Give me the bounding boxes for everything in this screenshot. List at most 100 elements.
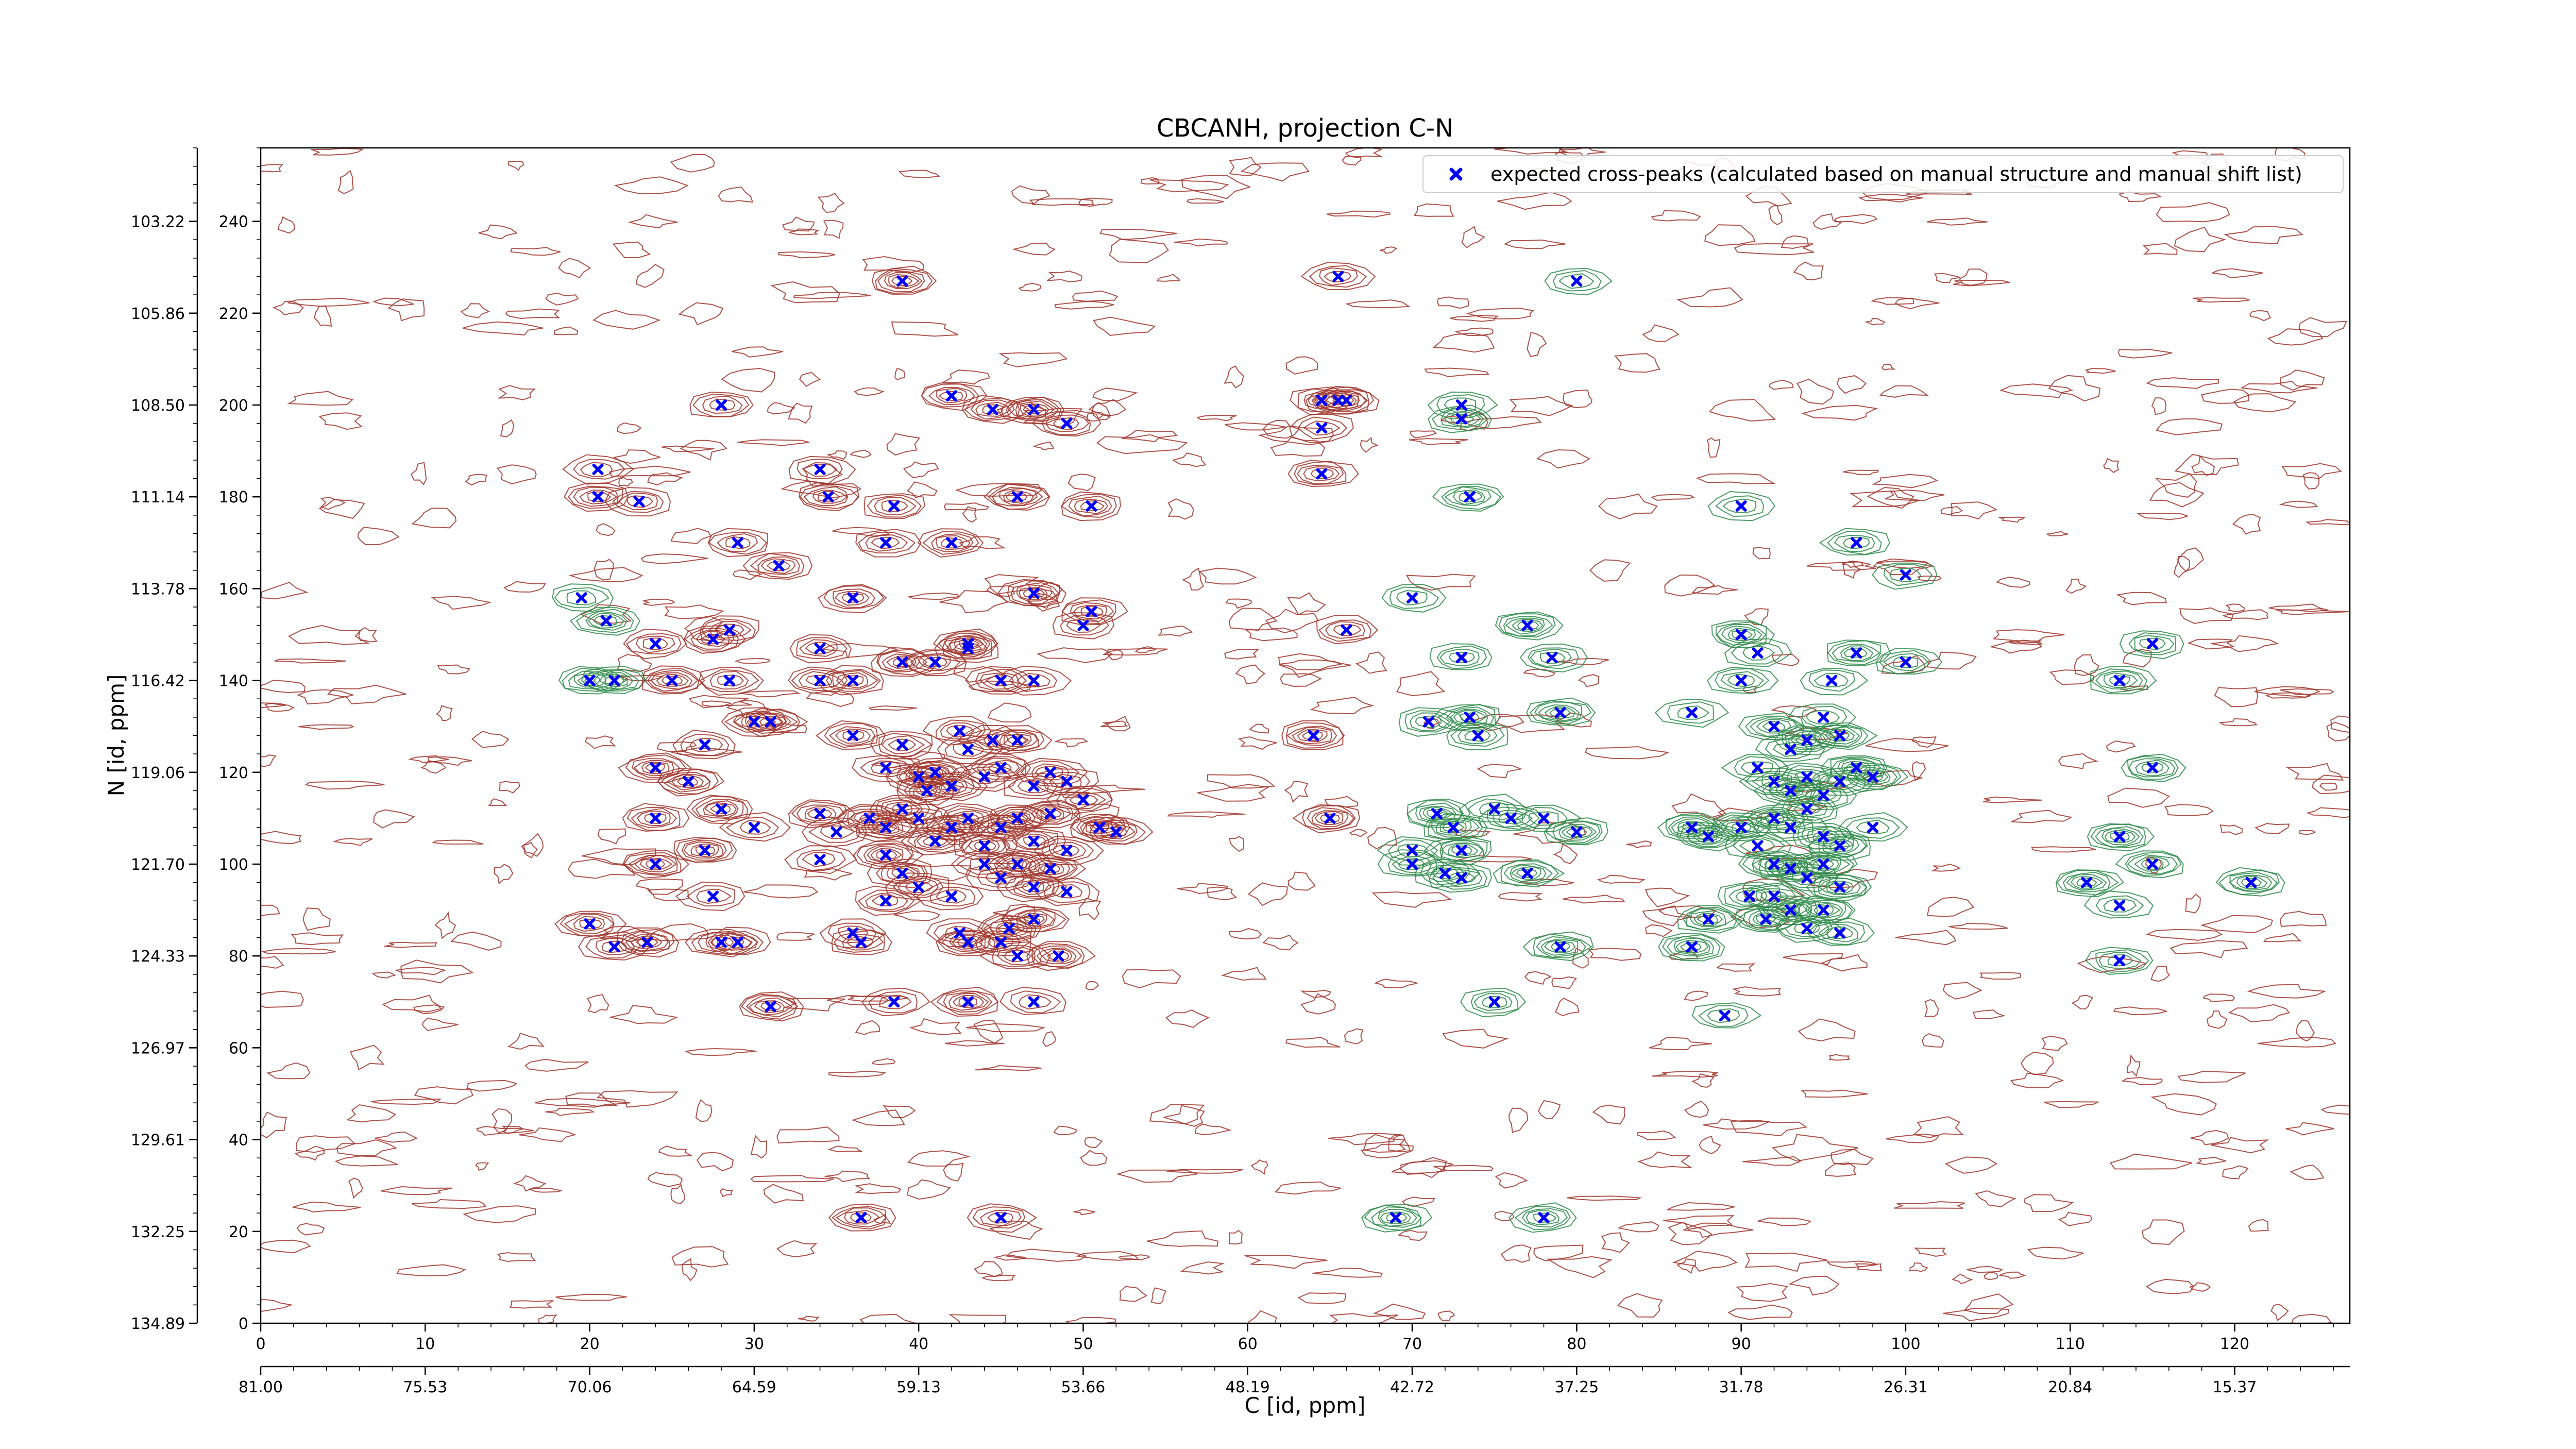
contour-line (1229, 836, 1245, 852)
contour-line (553, 326, 579, 335)
contour-line (987, 936, 1014, 949)
contour-line (1998, 1271, 2027, 1279)
contour-line (1827, 530, 1882, 555)
contour-line (1174, 238, 1229, 247)
cross-peak-marker (1316, 422, 1328, 434)
contour-line (1053, 1125, 1078, 1135)
contour-line (2085, 947, 2154, 975)
contour-line (1470, 990, 1519, 1014)
contour-line (1732, 986, 1781, 997)
contour-line (1533, 933, 1592, 959)
contour-line (1727, 673, 1755, 687)
contour-line (828, 726, 876, 746)
contour-line (796, 459, 843, 479)
contour-line (1963, 1293, 2014, 1315)
contour-line (2145, 929, 2223, 941)
contour-line (1651, 210, 1701, 222)
contour-line (984, 574, 1040, 595)
contour-line (1730, 1119, 1808, 1137)
contour-line (1007, 775, 1058, 797)
contour-line (1524, 971, 1552, 985)
contour-line (1733, 834, 1786, 857)
contour-line (1585, 746, 1670, 760)
contour-line (1023, 803, 1074, 825)
contour-line (371, 971, 396, 979)
contour-line (592, 310, 661, 330)
contour-line (994, 854, 1040, 875)
x-ppm-tick-label: 42.72 (1390, 1378, 1434, 1396)
contour-line (1285, 356, 1318, 375)
cross-peak-marker (1785, 744, 1797, 755)
cross-peak-marker (1571, 275, 1583, 287)
contour-line (573, 916, 605, 932)
contour-line (631, 758, 680, 778)
cross-peak-marker (913, 881, 925, 893)
cross-peak-marker (773, 560, 785, 571)
contour-line (1380, 1211, 1412, 1224)
contour-line (1771, 860, 1808, 878)
contour-line (1649, 1037, 1712, 1050)
contour-line (903, 461, 939, 478)
contour-line (1349, 829, 1368, 837)
contour-line (909, 653, 961, 671)
cross-peak-marker (847, 730, 859, 742)
contour-line (721, 707, 787, 737)
contour-line (972, 1206, 1026, 1229)
contour-line (1378, 1208, 1417, 1227)
cross-peak-marker (600, 615, 612, 627)
x-ppm-tick-label: 81.00 (239, 1378, 283, 1396)
contour-line (983, 917, 1033, 940)
contour-line (1711, 620, 1775, 648)
contour-line (1303, 466, 1340, 481)
contour-line (2249, 310, 2272, 322)
cross-peak-marker (1061, 845, 1073, 856)
contour-line (670, 154, 715, 173)
contour-line (1285, 1037, 1341, 1048)
contour-line (1924, 999, 1939, 1017)
contour-line (1540, 939, 1579, 956)
x-ppm-tick-label: 31.78 (1719, 1378, 1764, 1396)
contour-line (930, 987, 998, 1017)
contour-line (1731, 642, 1784, 665)
contour-line (1450, 314, 1499, 322)
contour-line (1522, 931, 1594, 962)
contour-line (1892, 656, 1918, 669)
contour-line (1699, 1135, 1721, 1155)
contour-line (747, 712, 799, 731)
contour-line (1803, 855, 1841, 873)
contour-line (879, 995, 912, 1009)
contour-line (287, 297, 370, 307)
cross-peak-marker (1316, 468, 1328, 480)
contour-line (798, 671, 843, 689)
contour-line (1748, 910, 1787, 928)
cross-peak-marker (584, 918, 596, 930)
cross-peak-marker (732, 936, 743, 948)
y-ppm-tick-label: 126.97 (131, 1039, 185, 1057)
contour-line (1724, 638, 1792, 667)
cross-peak-marker (1455, 872, 1467, 884)
contour-line (1041, 411, 1091, 435)
contour-line (897, 878, 939, 896)
contour-line (1467, 798, 1518, 821)
contour-line (1316, 615, 1379, 645)
contour-line (1324, 796, 1359, 808)
contour-line (2070, 875, 2104, 890)
contour-line (734, 708, 808, 737)
contour-line (505, 308, 561, 319)
cross-peak-marker (962, 643, 974, 654)
x-ppm-tick-label: 75.53 (403, 1378, 447, 1396)
contour-line (1423, 812, 1488, 840)
contour-line (1194, 1123, 1232, 1136)
contour-line (1825, 729, 1855, 742)
cross-peak-marker (1439, 867, 1451, 879)
contour-line (1036, 947, 1077, 965)
contour-line (1221, 967, 1267, 981)
contour-line (1056, 787, 1113, 812)
contour-line (2149, 482, 2205, 508)
contour-line (1667, 1202, 1735, 1211)
contour-line (507, 1032, 545, 1050)
contour-line (863, 844, 912, 865)
contour-line (2270, 1304, 2289, 1322)
contour-line (1015, 400, 1055, 418)
contour-line (1399, 707, 1466, 737)
